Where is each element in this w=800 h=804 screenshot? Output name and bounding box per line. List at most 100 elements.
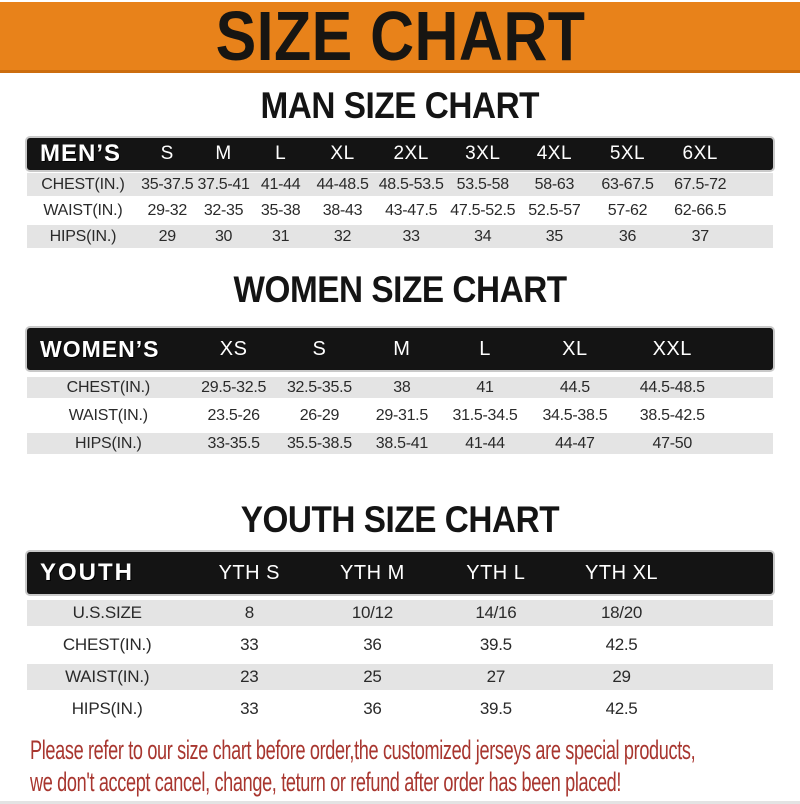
women-section-heading: WOMEN SIZE CHART (0, 270, 800, 310)
size-value-cell: 18/20 (601, 603, 643, 622)
table-row: HIPS(IN.) 33 36 39.5 42.5 (27, 696, 773, 722)
table-row: WAIST(IN.) 29-32 32-35 35-38 38-43 43-47.5 47.… (27, 199, 773, 222)
size-value-cell: 48.5-53.5 (378, 175, 444, 193)
size-value-cell: 33 (402, 227, 421, 245)
size-column-header: M (393, 337, 411, 360)
size-value-cell: 53.5-58 (456, 175, 509, 193)
size-value-cell: 8 (244, 603, 254, 622)
size-column-header: YTH L (466, 561, 526, 584)
size-value-cell: 35.5-38.5 (286, 434, 352, 452)
row-label: CHEST(IN.) (41, 175, 125, 193)
size-value-cell: 35-37.5 (141, 175, 194, 193)
size-value-cell: 39.5 (479, 699, 512, 718)
size-value-cell: 25 (363, 667, 382, 686)
size-value-cell: 44-48.5 (316, 175, 369, 193)
size-column-header: YTH M (340, 561, 405, 584)
row-label: WAIST(IN.) (68, 406, 148, 424)
table-row: WAIST(IN.) 23.5-26 26-29 29-31.5 31.5-34.5 34… (27, 405, 773, 426)
size-value-cell: 27 (486, 667, 506, 686)
size-value-cell: 44.5-48.5 (639, 378, 705, 396)
size-value-cell: 62-66.5 (674, 201, 727, 219)
women-size-table: WOMEN’S XS S M L XL XXL CHEST(IN.) 29.5-32.5 32.5… (27, 328, 773, 454)
row-label: HIPS(IN.) (71, 699, 143, 718)
size-value-cell: 44-47 (555, 434, 595, 452)
size-value-cell: 32 (333, 227, 352, 245)
size-value-cell: 47-50 (652, 434, 693, 452)
men-table-title: MEN’S (40, 140, 122, 167)
size-value-cell: 38.5-41 (375, 434, 428, 452)
size-value-cell: 67.5-72 (674, 175, 727, 193)
size-value-cell: 33-35.5 (207, 434, 260, 452)
banner-title: SIZE CHART (215, 0, 585, 75)
size-chart-banner: SIZE CHART (0, 0, 800, 75)
table-row: CHEST(IN.) 29.5-32.5 32.5-35.5 38 41 44.5 44.5… (27, 377, 773, 398)
men-table-header-band: MEN’S S M L XL 2XL 3XL 4XL 5XL 6XL (27, 138, 773, 170)
youth-size-section: YOUTH SIZE CHART YOUTH YTH S YTH M YTH L YTH… (0, 500, 800, 722)
size-column-header: S (312, 337, 327, 360)
size-value-cell: 32.5-35.5 (286, 378, 352, 396)
size-column-header: 4XL (536, 143, 573, 164)
size-value-cell: 57-62 (607, 201, 648, 219)
men-size-section: MAN SIZE CHART MEN’S S M L XL 2XL 3XL 4XL 5XL 6XL… (0, 86, 800, 248)
size-value-cell: 42.5 (605, 635, 638, 654)
size-value-cell: 36 (618, 227, 637, 245)
size-value-cell: 23.5-26 (207, 406, 260, 424)
women-section-heading-text: WOMEN SIZE CHART (233, 269, 567, 310)
size-column-header: 2XL (393, 143, 429, 164)
size-value-cell: 36 (363, 635, 382, 654)
size-value-cell: 39.5 (479, 635, 512, 654)
youth-section-heading: YOUTH SIZE CHART (0, 500, 800, 540)
size-value-cell: 41-44 (260, 175, 301, 193)
size-value-cell: 34.5-38.5 (542, 406, 608, 424)
table-row: WAIST(IN.) 23 25 27 29 (27, 664, 773, 690)
size-value-cell: 29-31.5 (375, 406, 428, 424)
size-value-cell: 37.5-41 (197, 175, 250, 193)
size-value-cell: 33 (240, 699, 259, 718)
size-column-header: YTH S (218, 561, 280, 584)
size-value-cell: 33 (240, 635, 259, 654)
size-value-cell: 44.5 (559, 378, 590, 396)
size-value-cell: 36 (363, 699, 382, 718)
size-value-cell: 31 (272, 227, 290, 245)
size-value-cell: 63-67.5 (601, 175, 654, 193)
disclaimer-line-2: we don't accept cancel, change, teturn o… (30, 767, 622, 797)
size-value-cell: 29.5-32.5 (201, 378, 267, 396)
size-value-cell: 58-63 (534, 175, 575, 193)
table-row: HIPS(IN.) 33-35.5 35.5-38.5 38.5-41 41-44 44-… (27, 433, 773, 454)
size-value-cell: 10/12 (351, 603, 393, 622)
size-value-cell: 35 (545, 227, 564, 245)
disclaimer-note: Please refer to our size chart before or… (30, 734, 800, 798)
youth-section-heading-text: YOUTH SIZE CHART (240, 499, 560, 540)
women-table-header-band: WOMEN’S XS S M L XL XXL (27, 328, 773, 370)
size-value-cell: 38.5-42.5 (639, 406, 705, 424)
row-label: WAIST(IN.) (43, 201, 123, 219)
row-label: HIPS(IN.) (74, 434, 142, 452)
size-value-cell: 34 (474, 227, 492, 245)
row-label: U.S.SIZE (72, 603, 142, 622)
women-size-section: WOMEN SIZE CHART WOMEN’S XS S M L XL XXL CHEST(… (0, 270, 800, 454)
size-column-header: YTH XL (585, 561, 659, 584)
size-value-cell: 38 (393, 378, 411, 396)
size-column-header: XXL (652, 337, 692, 360)
size-value-cell: 30 (214, 227, 233, 245)
size-value-cell: 37 (691, 227, 710, 245)
size-value-cell: 43-47.5 (385, 201, 438, 219)
women-table-title: WOMEN’S (40, 335, 160, 362)
row-label: CHEST(IN.) (66, 378, 151, 396)
men-section-heading-text: MAN SIZE CHART (260, 85, 540, 126)
men-size-table: MEN’S S M L XL 2XL 3XL 4XL 5XL 6XL CHEST(IN.) 35-37… (27, 138, 773, 248)
size-column-header: XL (330, 143, 355, 164)
size-value-cell: 23 (240, 667, 259, 686)
size-value-cell: 47.5-52.5 (450, 201, 516, 219)
size-column-header: XS (219, 337, 248, 360)
youth-table-header-band: YOUTH YTH S YTH M YTH L YTH XL (27, 552, 773, 594)
size-value-cell: 26-29 (299, 406, 340, 424)
size-value-cell: 31.5-34.5 (452, 406, 518, 424)
row-label: HIPS(IN.) (49, 227, 117, 245)
size-column-header: XL (562, 337, 588, 360)
size-value-cell: 41 (476, 378, 494, 396)
size-value-cell: 14/16 (475, 603, 517, 622)
size-value-cell: 52.5-57 (528, 201, 581, 219)
size-column-header: 6XL (682, 143, 718, 164)
row-label: CHEST(IN.) (62, 635, 152, 654)
